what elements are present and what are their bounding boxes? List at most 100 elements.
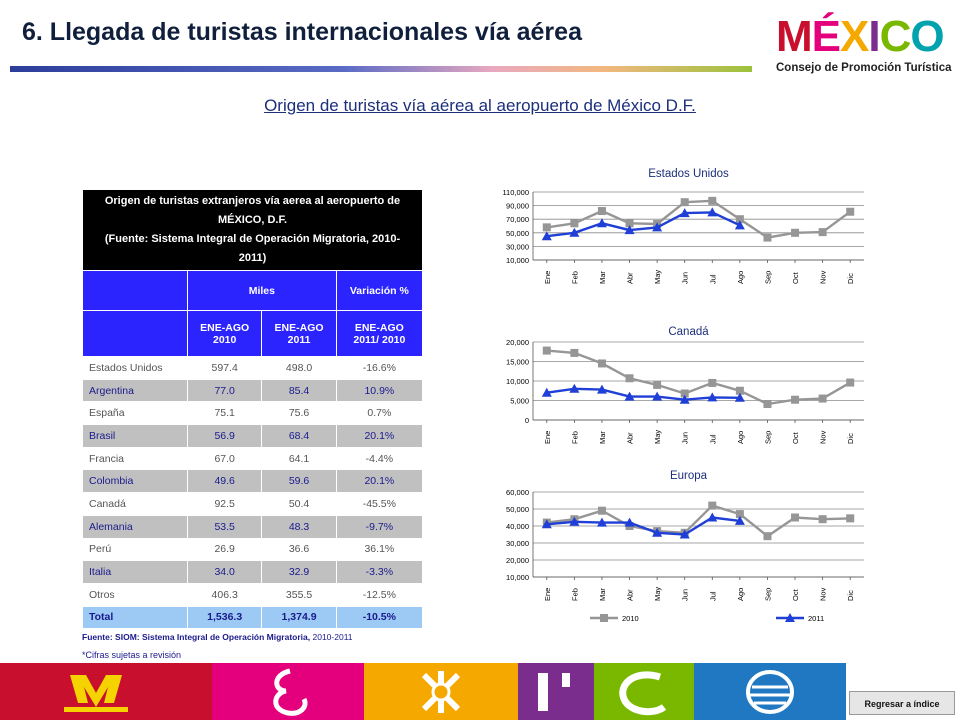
- variation-cell: -9.7%: [335, 514, 424, 539]
- country-cell: Alemania: [82, 514, 188, 539]
- country-cell: Canadá: [82, 492, 188, 516]
- footer-segment-green: [594, 663, 694, 720]
- header-empty-cell: [82, 310, 188, 357]
- value-2011-cell: 75.6: [261, 401, 337, 426]
- footer-segment-blue: [694, 663, 846, 720]
- legend-marker: [600, 614, 608, 622]
- header-text: 2011/ 2010: [353, 333, 406, 346]
- variation-cell: -16.6%: [335, 356, 424, 380]
- data-point: [596, 384, 607, 394]
- data-point: [735, 510, 744, 519]
- table-title-line: (Fuente: Sistema Integral de Operación M…: [104, 233, 401, 245]
- table-title: Origen de turistas extranjeros vía aerea…: [82, 189, 423, 271]
- y-tick-label: 50,000: [506, 229, 529, 238]
- table-row: Alemania 53.5 48.3 -9.7%: [82, 514, 424, 539]
- variation-cell: -4.4%: [335, 446, 424, 471]
- data-point: [570, 219, 579, 228]
- logo-letter: É: [811, 12, 841, 61]
- x-tick-label: Jun: [681, 272, 690, 284]
- y-tick-label: 10,000: [506, 573, 529, 582]
- x-tick-label: Dic: [846, 273, 855, 284]
- data-point: [597, 207, 606, 216]
- data-point: [625, 374, 634, 383]
- country-cell: Colombia: [82, 469, 188, 494]
- series-line-2010: [546, 199, 851, 239]
- x-tick-label: Jul: [708, 274, 717, 284]
- data-point: [652, 527, 663, 537]
- data-point: [624, 225, 635, 235]
- data-point: [679, 394, 690, 404]
- table-title-line: 2011): [238, 252, 267, 264]
- y-tick-label: 30,000: [506, 242, 529, 251]
- data-point: [625, 219, 634, 228]
- logo-letter: M: [776, 12, 813, 61]
- data-point: [542, 346, 551, 355]
- logo-letter: X: [840, 12, 869, 61]
- y-tick-label: 110,000: [502, 188, 529, 197]
- variation-cell: 10.9%: [335, 378, 424, 403]
- footer-segment-purple: [518, 663, 594, 720]
- table-row: Argentina 77.0 85.4 10.9%: [82, 378, 424, 403]
- x-tick-label: Nov: [819, 587, 828, 601]
- header-col-2011: ENE-AGO 2011: [261, 310, 337, 357]
- variation-cell: 0.7%: [335, 401, 424, 426]
- x-tick-label: Oct: [791, 431, 800, 444]
- header-col-2010: ENE-AGO 2010: [186, 310, 263, 357]
- logo-letter: O: [910, 12, 944, 61]
- data-point: [734, 220, 745, 230]
- header-text: 2010: [213, 333, 237, 346]
- x-tick-label: Dic: [846, 590, 855, 601]
- data-point: [735, 215, 744, 224]
- logo-tagline: Consejo de Promoción Turística: [776, 62, 952, 74]
- value-2011-cell: 1,374.9: [261, 605, 337, 630]
- data-point: [542, 223, 551, 232]
- series-line-2011: [546, 516, 741, 536]
- x-tick-label: Ago: [736, 271, 745, 284]
- value-2010-cell: 92.5: [186, 492, 263, 516]
- x-tick-label: Dic: [846, 433, 855, 444]
- data-point: [818, 515, 827, 524]
- x-tick-label: Ago: [736, 588, 745, 601]
- source-note: Fuente: SIOM: Sistema Integral de Operac…: [82, 632, 353, 642]
- data-point: [707, 392, 718, 402]
- series-line-2010: [546, 349, 851, 406]
- data-point: [652, 391, 663, 401]
- y-tick-label: 50,000: [506, 505, 529, 514]
- x-tick-label: Mar: [598, 588, 607, 601]
- y-tick-label: 20,000: [506, 338, 529, 347]
- y-tick-label: 60,000: [506, 488, 529, 497]
- x-tick-label: Sep: [763, 271, 772, 284]
- data-point: [679, 529, 690, 539]
- logo-letter: I: [868, 12, 880, 61]
- legend-label: 2010: [622, 614, 639, 623]
- table-row: Colombia 49.6 59.6 20.1%: [82, 469, 424, 494]
- back-to-index-button[interactable]: Regresar a índice: [849, 691, 955, 715]
- country-cell: Argentina: [82, 378, 188, 403]
- series-line-2011: [546, 387, 740, 401]
- data-point: [652, 222, 663, 232]
- sun-glyph-icon: [421, 671, 461, 713]
- country-cell: Estados Unidos: [82, 356, 188, 380]
- spiral-glyph-icon: [273, 668, 308, 716]
- table-header-row: Miles Variación %: [82, 270, 424, 311]
- data-point: [707, 512, 718, 522]
- chart-title: Estados Unidos: [648, 168, 729, 180]
- value-2011-cell: 68.4: [261, 424, 337, 448]
- series-line-2010: [546, 504, 851, 538]
- x-tick-label: Sep: [763, 431, 772, 444]
- x-tick-label: Sep: [763, 588, 772, 601]
- country-cell: Italia: [82, 560, 188, 584]
- country-cell: Otros: [82, 582, 188, 607]
- data-point: [679, 208, 690, 218]
- charts-panel: Estados Unidos 10,000 30,000 50,000 70,000 90…: [502, 168, 864, 623]
- eye-glyph-icon: [746, 670, 794, 714]
- x-tick-label: May: [653, 587, 662, 601]
- data-point: [818, 228, 827, 237]
- y-tick-label: 0: [525, 416, 529, 425]
- table-row: España 75.1 75.6 0.7%: [82, 401, 424, 426]
- value-2010-cell: 49.6: [186, 469, 263, 494]
- value-2011-cell: 36.6: [261, 537, 337, 562]
- data-point: [596, 218, 607, 228]
- y-tick-label: 30,000: [506, 539, 529, 548]
- title-divider: [10, 66, 752, 72]
